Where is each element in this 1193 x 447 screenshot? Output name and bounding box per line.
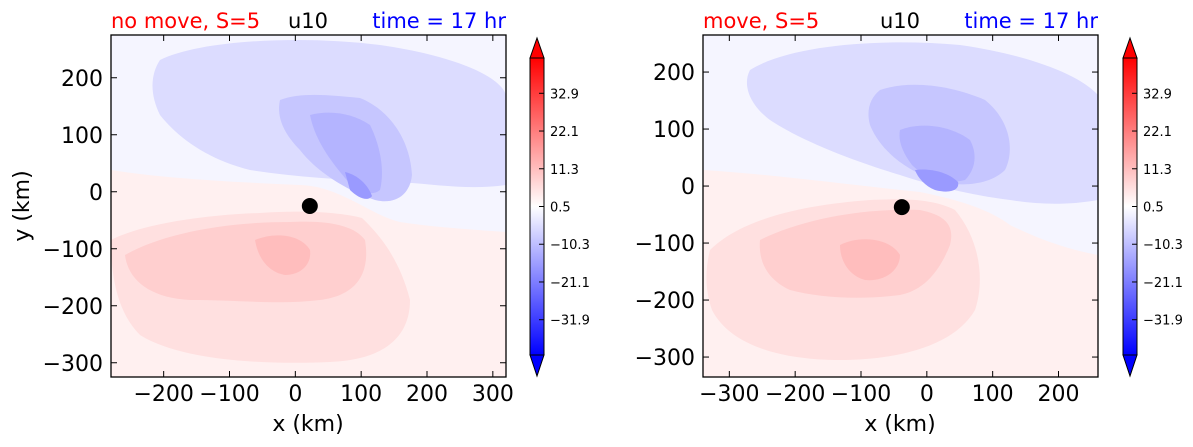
y-tick-label: −100 <box>635 232 695 257</box>
storm-center-marker <box>893 199 910 216</box>
colorbar-tick-label: −10.3 <box>1143 238 1183 253</box>
colorbar-extend-min <box>1122 354 1138 378</box>
title-right: time = 17 hr <box>964 9 1098 33</box>
colorbar-extend-max <box>529 36 545 59</box>
colorbar-tick-label: 22.1 <box>550 125 579 140</box>
colorbar-tick-label: 11.3 <box>550 163 579 178</box>
colorbar: 32.9 22.1 11.3 0.5 −10.3 −21.1 −31.9 <box>529 36 590 378</box>
y-tick-label: −200 <box>635 289 695 314</box>
colorbar-tick-label: 32.9 <box>550 87 579 102</box>
colorbar-tick-label: −21.1 <box>550 276 590 291</box>
colorbar-tick-label: −31.9 <box>550 314 590 329</box>
colorbar-tick-label: −10.3 <box>550 238 590 253</box>
colorbar: 32.9 22.1 11.3 0.5 −10.3 −21.1 −31.9 <box>1122 36 1183 378</box>
y-tick-label: −300 <box>43 352 103 377</box>
title-right: time = 17 hr <box>372 9 506 33</box>
title-center: u10 <box>880 9 920 33</box>
x-axis-label: x (km) <box>864 412 935 437</box>
x-tick-label: −200 <box>765 382 825 407</box>
contour-field <box>703 35 1098 377</box>
y-tick-label: 100 <box>653 118 695 143</box>
title-center: u10 <box>288 9 328 33</box>
x-tick-label: −100 <box>199 382 259 407</box>
panel-right: move, S=5 u10 time = 17 hr −300 −200 −100 0… <box>635 9 1183 437</box>
colorbar-extend-min <box>529 354 545 378</box>
title-left: move, S=5 <box>703 9 819 33</box>
colorbar-extend-max <box>1122 36 1138 59</box>
y-tick-label: 0 <box>681 175 695 200</box>
plot-frame <box>702 34 1099 378</box>
title-left: no move, S=5 <box>111 9 260 33</box>
y-tick-label: 0 <box>89 181 103 206</box>
x-tick-label: −100 <box>831 382 891 407</box>
colorbar-tick-label: −31.9 <box>1143 314 1183 329</box>
y-tick-label: 100 <box>61 124 103 149</box>
colorbar-tick-label: 22.1 <box>1143 125 1172 140</box>
x-tick-label: 0 <box>288 382 302 407</box>
x-tick-label: −300 <box>699 382 759 407</box>
x-axis-label: x (km) <box>272 412 343 437</box>
x-tick-label: 200 <box>1038 382 1080 407</box>
x-tick-label: −200 <box>133 382 193 407</box>
contour-field <box>111 35 506 377</box>
y-axis-label: y (km) <box>10 170 35 241</box>
colorbar-tick-label: 32.9 <box>1143 87 1172 102</box>
x-tick-label: 200 <box>406 382 448 407</box>
y-tick-label: −300 <box>635 346 695 371</box>
colorbar-tick-label: 11.3 <box>1143 163 1172 178</box>
storm-center-marker <box>301 198 318 214</box>
colorbar-tick-label: 0.5 <box>550 201 571 216</box>
x-tick-label: 0 <box>920 382 934 407</box>
plot-frame <box>110 34 507 378</box>
x-tick-label: 100 <box>972 382 1014 407</box>
x-tick-label: 300 <box>472 382 514 407</box>
panel-left: no move, S=5 u10 time = 17 hr −200 −100 0 1… <box>10 9 590 437</box>
x-tick-label: 100 <box>340 382 382 407</box>
y-tick-label: 200 <box>653 61 695 86</box>
colorbar-tick-label: 0.5 <box>1143 201 1164 216</box>
y-tick-label: −100 <box>43 238 103 263</box>
y-tick-label: 200 <box>61 67 103 92</box>
y-tick-label: −200 <box>43 295 103 320</box>
colorbar-tick-label: −21.1 <box>1143 276 1183 291</box>
